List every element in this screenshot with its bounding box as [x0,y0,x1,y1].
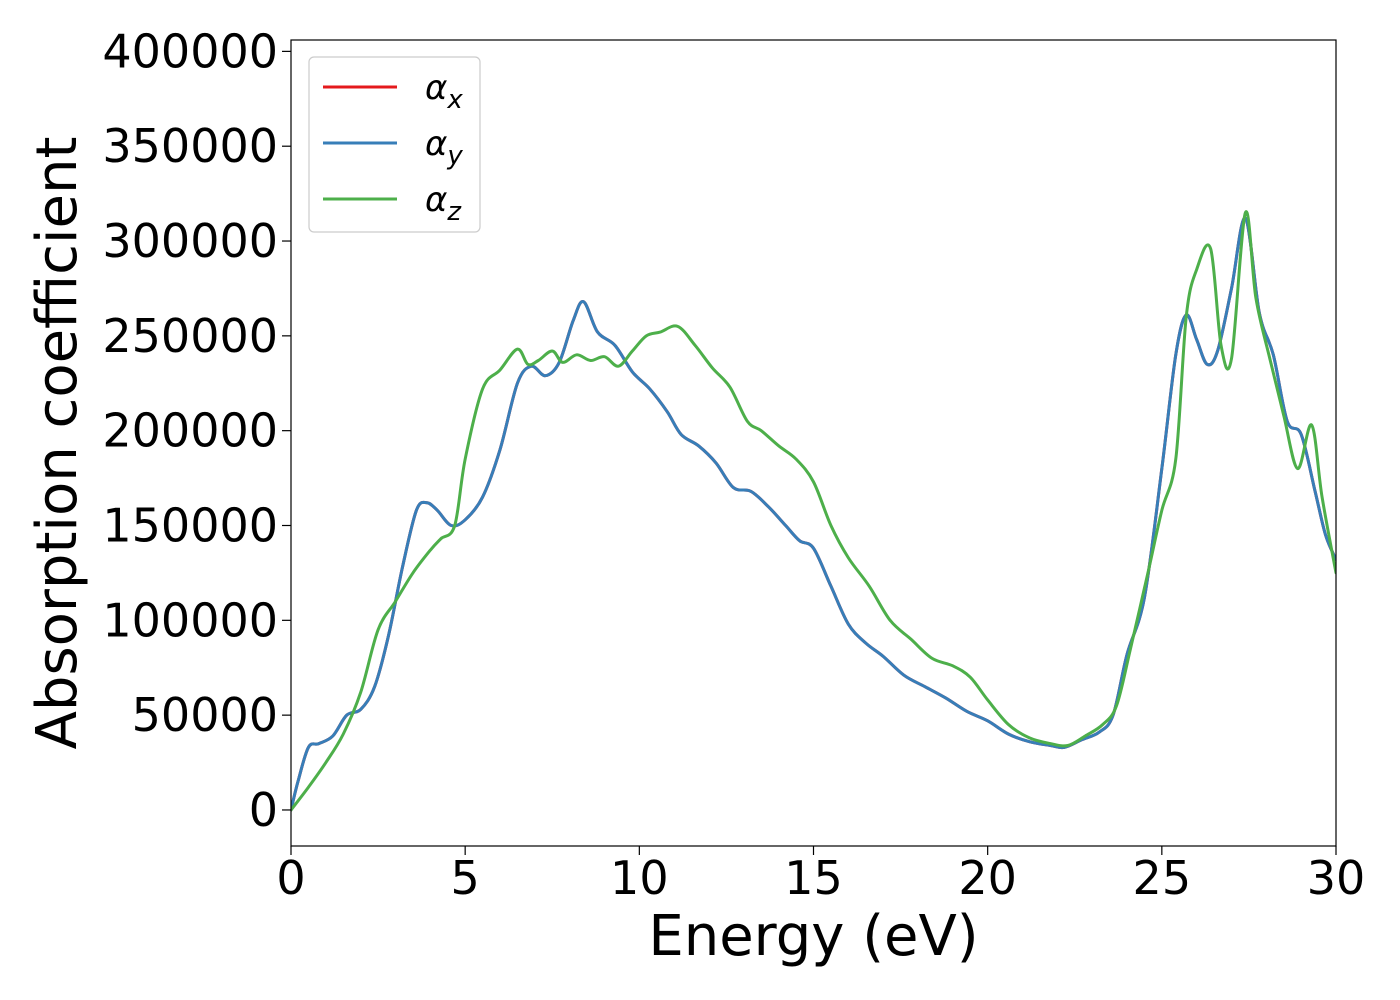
x-tick-label: 5 [451,851,480,905]
x-tick-label: 10 [610,851,669,905]
legend-label-sub: x [446,85,463,115]
plot-frame [290,39,1337,847]
x-tick-label: 25 [1133,851,1192,905]
legend-label-x: αx [425,68,463,115]
x-tick-label: 30 [1307,851,1366,905]
y-tick-label: 50000 [132,688,278,742]
series-line-z [291,210,1336,812]
y-tick-label: 300000 [102,214,278,268]
legend-label-base: α [425,68,447,108]
legend-label-sub: y [446,141,463,171]
y-tick-label: 250000 [102,309,278,363]
legend-label-base: α [425,124,447,164]
y-tick-label: 200000 [102,404,278,458]
x-axis-ticks: 0 5 10 15 20 25 30 [276,846,1365,905]
y-axis-ticks: 0 50000 100000 150000 200000 250000 300000 3500… [102,24,291,837]
y-axis-title: Absorption coefficient [25,137,90,750]
y-tick-label: 400000 [102,24,278,78]
y-tick-label: 350000 [102,119,278,173]
y-tick-label: 150000 [102,498,278,552]
series-line-y [291,216,1336,812]
x-tick-label: 0 [276,851,305,905]
x-axis-title: Energy (eV) [648,904,978,969]
y-tick-label: 0 [249,783,278,837]
x-tick-label: 15 [784,851,843,905]
legend-label-z: αz [425,180,462,227]
y-tick-label: 100000 [102,593,278,647]
legend-label-sub: z [446,197,462,227]
series-layer [291,210,1336,812]
legend-label-y: αy [425,124,463,171]
x-tick-label: 20 [958,851,1017,905]
legend-label-base: α [425,180,447,220]
